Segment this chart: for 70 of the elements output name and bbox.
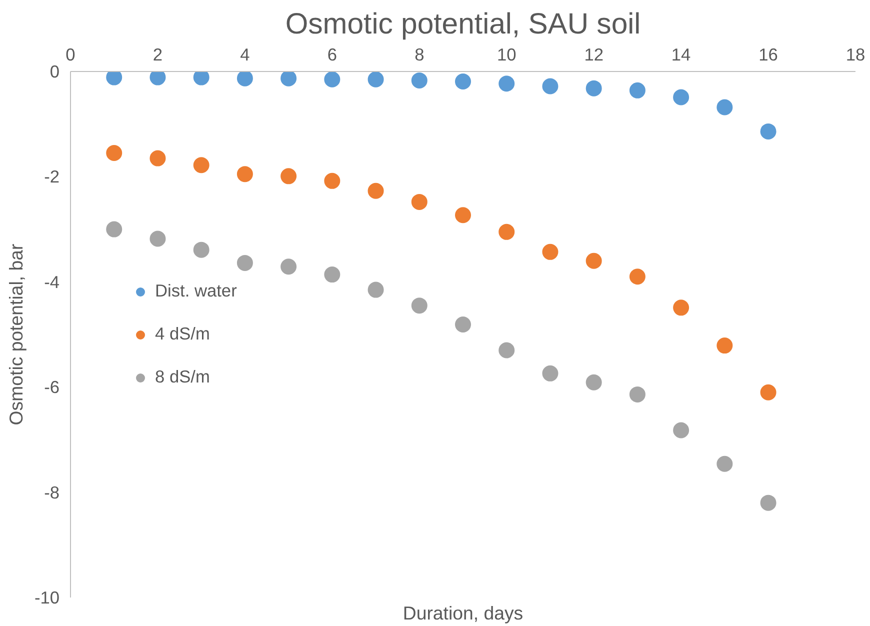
point [236, 166, 253, 182]
point [498, 76, 515, 92]
point [673, 422, 690, 438]
point [542, 78, 558, 94]
legend-label: 4 dS/m [155, 324, 210, 344]
point [760, 123, 776, 140]
x-tick-label: 16 [758, 44, 778, 64]
point [324, 72, 340, 88]
y-tick-label: -2 [44, 166, 60, 187]
point [368, 72, 384, 88]
point [280, 258, 297, 275]
legend-label: Dist. water [155, 280, 237, 302]
point [236, 72, 253, 86]
point [760, 384, 776, 400]
point [673, 300, 690, 316]
point [586, 252, 602, 269]
x-tick-label: 8 [414, 44, 424, 64]
point [455, 207, 471, 224]
point [368, 182, 384, 199]
point [193, 157, 210, 174]
y-tick-label: -4 [44, 272, 60, 292]
point [106, 221, 122, 238]
point [150, 72, 166, 86]
point [542, 244, 558, 260]
x-tick-label: 10 [496, 44, 516, 64]
point [629, 268, 646, 285]
point [586, 374, 602, 390]
point [150, 230, 166, 247]
point [716, 338, 733, 354]
point [586, 80, 602, 96]
y-tick-label: 0 [50, 62, 60, 82]
point [673, 89, 690, 106]
point [106, 145, 122, 162]
point [455, 74, 471, 90]
x-tick-label: 12 [584, 44, 604, 64]
point [716, 99, 733, 116]
point [716, 456, 733, 472]
point [455, 316, 471, 332]
x-tick-label: 2 [152, 44, 163, 64]
point [280, 168, 297, 184]
point [236, 254, 253, 271]
x-tick-label: 18 [846, 44, 866, 64]
y-tick-label: -8 [44, 482, 60, 502]
point [629, 82, 646, 98]
x-tick-label: 14 [671, 44, 692, 64]
point [498, 224, 515, 240]
point [760, 494, 776, 511]
x-tick-label: 0 [66, 44, 76, 64]
y-tick-label: -10 [34, 588, 60, 608]
point [193, 72, 210, 86]
point [280, 72, 297, 86]
legend-label: 8 dS/m [155, 366, 210, 388]
point [106, 72, 122, 86]
point [368, 282, 384, 298]
x-tick-label: 6 [327, 44, 337, 64]
point [150, 150, 166, 166]
y-tick-label: -6 [44, 377, 60, 398]
point [411, 298, 428, 314]
point [629, 386, 646, 402]
x-axis-title: Duration, days [402, 602, 524, 624]
point [498, 342, 515, 358]
point [411, 194, 428, 210]
point [324, 172, 340, 189]
point [542, 365, 558, 382]
point [193, 242, 210, 258]
point [411, 72, 428, 88]
point [324, 266, 340, 283]
x-tick-label: 4 [240, 44, 250, 64]
chart-title: Osmotic potential, SAU soil [285, 8, 641, 40]
y-axis-title: Osmotic potential, bar [5, 244, 26, 426]
